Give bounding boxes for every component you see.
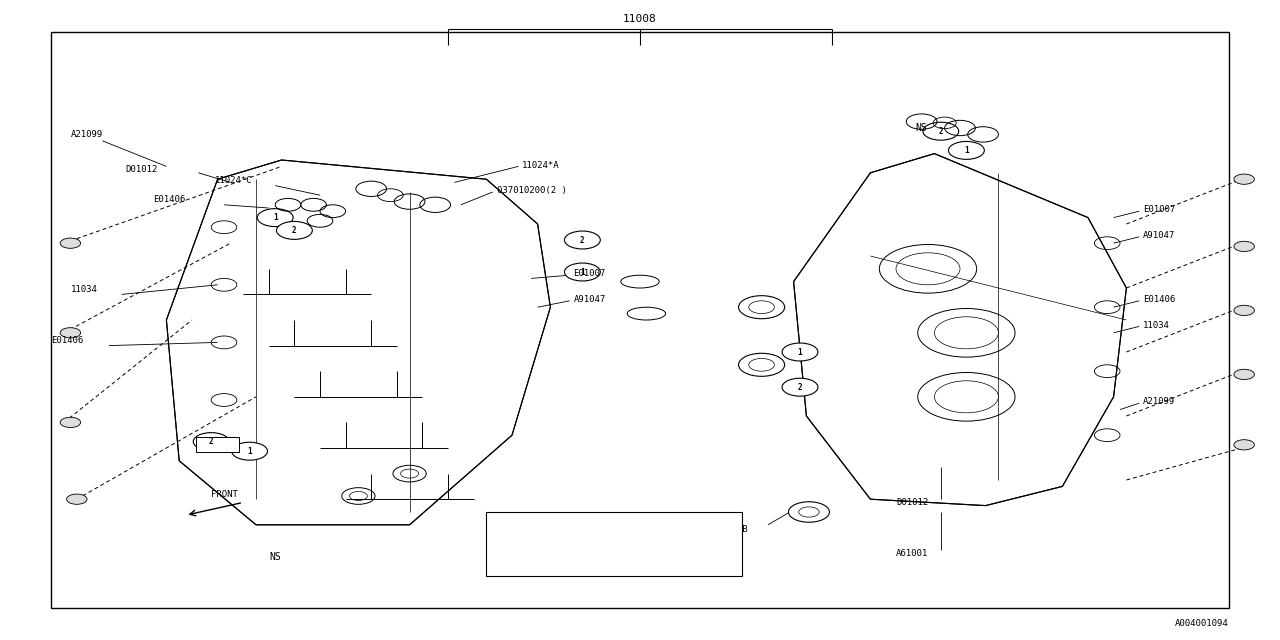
Circle shape [782, 343, 818, 361]
Text: 2: 2 [209, 437, 214, 446]
Text: 1: 1 [504, 524, 509, 532]
Circle shape [564, 263, 600, 281]
Text: 1: 1 [580, 268, 585, 276]
Circle shape [948, 141, 984, 159]
FancyBboxPatch shape [196, 437, 239, 452]
Circle shape [67, 494, 87, 504]
Text: 2: 2 [797, 383, 803, 392]
Circle shape [492, 552, 522, 568]
Text: D01012: D01012 [125, 165, 157, 174]
Text: A91047: A91047 [573, 295, 605, 304]
Circle shape [739, 353, 785, 376]
Text: E01406: E01406 [1143, 295, 1175, 304]
Text: 037018200(6 ): 037018200(6 ) [535, 524, 605, 532]
Text: 2: 2 [292, 226, 297, 235]
Text: 11008: 11008 [623, 14, 657, 24]
Text: 037010200(2 ): 037010200(2 ) [497, 186, 567, 195]
Circle shape [60, 328, 81, 338]
Text: 2: 2 [580, 236, 585, 244]
Polygon shape [166, 160, 550, 525]
Circle shape [60, 417, 81, 428]
Text: A004001094: A004001094 [1175, 620, 1229, 628]
FancyBboxPatch shape [486, 512, 742, 576]
Text: A61001: A61001 [896, 549, 928, 558]
Circle shape [1234, 174, 1254, 184]
Circle shape [60, 238, 81, 248]
Circle shape [276, 221, 312, 239]
Circle shape [739, 296, 785, 319]
Circle shape [782, 378, 818, 396]
Text: A21099: A21099 [70, 130, 102, 139]
Circle shape [257, 209, 293, 227]
Text: NS: NS [915, 123, 927, 133]
Text: 1: 1 [273, 213, 278, 222]
Text: 11034: 11034 [70, 285, 97, 294]
Circle shape [193, 433, 229, 451]
Text: FRONT: FRONT [211, 490, 237, 499]
Circle shape [788, 502, 829, 522]
Text: 1: 1 [797, 348, 803, 356]
Text: 2: 2 [938, 127, 943, 136]
Text: NS: NS [269, 552, 282, 562]
Text: 2: 2 [504, 556, 509, 564]
Circle shape [492, 520, 522, 536]
Text: 1: 1 [247, 447, 252, 456]
Text: 11034: 11034 [1143, 321, 1170, 330]
Circle shape [1234, 440, 1254, 450]
Text: 11024*B: 11024*B [535, 556, 572, 564]
Text: 11024*C: 11024*C [215, 176, 252, 185]
Text: A21099: A21099 [1143, 397, 1175, 406]
Polygon shape [794, 154, 1126, 506]
Text: E01007: E01007 [573, 269, 605, 278]
Text: E01406: E01406 [51, 336, 83, 345]
Circle shape [923, 122, 959, 140]
Text: 1: 1 [964, 146, 969, 155]
Circle shape [232, 442, 268, 460]
Circle shape [1234, 241, 1254, 252]
Text: D01012: D01012 [896, 498, 928, 507]
Text: E01406: E01406 [154, 195, 186, 204]
Text: 11021*B: 11021*B [710, 525, 748, 534]
Text: E01007: E01007 [1143, 205, 1175, 214]
Text: 11024*A: 11024*A [522, 161, 559, 170]
Circle shape [1234, 369, 1254, 380]
Circle shape [1234, 305, 1254, 316]
Text: A91047: A91047 [1143, 231, 1175, 240]
Circle shape [564, 231, 600, 249]
